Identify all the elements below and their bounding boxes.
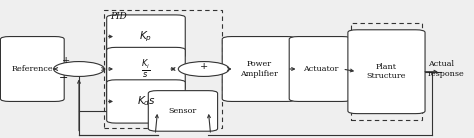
Text: Actual
response: Actual response bbox=[428, 60, 465, 78]
FancyBboxPatch shape bbox=[348, 30, 425, 114]
FancyBboxPatch shape bbox=[289, 37, 352, 101]
Text: $K_d s$: $K_d s$ bbox=[137, 95, 155, 108]
Circle shape bbox=[54, 62, 104, 76]
Text: Plant
Structure: Plant Structure bbox=[367, 63, 406, 80]
Text: Power
Amplifier: Power Amplifier bbox=[240, 60, 278, 78]
Text: +: + bbox=[62, 56, 70, 65]
FancyBboxPatch shape bbox=[222, 37, 296, 101]
FancyBboxPatch shape bbox=[0, 37, 64, 101]
Text: $K_p$: $K_p$ bbox=[139, 29, 153, 44]
FancyBboxPatch shape bbox=[107, 47, 185, 91]
FancyBboxPatch shape bbox=[107, 80, 185, 123]
FancyBboxPatch shape bbox=[107, 15, 185, 58]
Text: −: − bbox=[59, 73, 68, 83]
Text: Actuator: Actuator bbox=[303, 65, 338, 73]
Text: +: + bbox=[200, 62, 208, 71]
FancyBboxPatch shape bbox=[148, 91, 218, 131]
Text: $\frac{K_i}{s}$: $\frac{K_i}{s}$ bbox=[141, 58, 151, 80]
Text: Sensor: Sensor bbox=[169, 107, 197, 115]
Text: Reference: Reference bbox=[11, 65, 53, 73]
Text: PID: PID bbox=[110, 12, 127, 21]
Circle shape bbox=[178, 62, 229, 76]
